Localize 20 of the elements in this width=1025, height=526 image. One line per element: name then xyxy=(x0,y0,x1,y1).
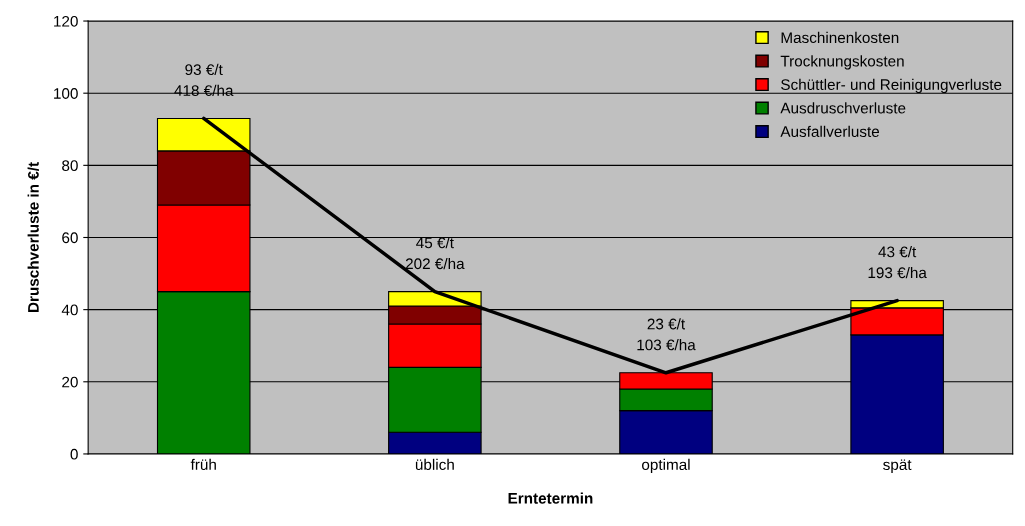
y-tick-label: 0 xyxy=(70,448,78,460)
legend-label: Maschinenkosten xyxy=(781,31,899,44)
y-axis-title: Druschverluste in €/t xyxy=(27,162,39,313)
legend-label: Ausdruschverluste xyxy=(780,102,906,114)
x-tick-label: früh xyxy=(190,458,216,471)
x-tick-label: optimal xyxy=(642,458,690,474)
y-tick-label: 40 xyxy=(61,304,78,316)
legend-label: Trocknungskosten xyxy=(780,55,904,70)
x-axis-title: Erntetermin xyxy=(508,492,593,504)
y-tick-label: 60 xyxy=(62,232,78,244)
x-tick-label: spät xyxy=(883,459,912,474)
y-tick-label: 120 xyxy=(54,15,78,27)
y-tick-label: 100 xyxy=(54,88,78,99)
annotation: 23 €/t 103 €/ha xyxy=(637,318,696,351)
annotation: 43 €/t 193 €/ha xyxy=(868,246,927,279)
y-tick-label: 80 xyxy=(62,160,78,172)
y-tick-label: 20 xyxy=(62,376,78,388)
legend-label: Schüttler- und Reinigungverluste xyxy=(781,78,1002,94)
x-tick-label: üblich xyxy=(415,458,454,471)
legend-label: Ausfallverluste xyxy=(780,125,880,137)
